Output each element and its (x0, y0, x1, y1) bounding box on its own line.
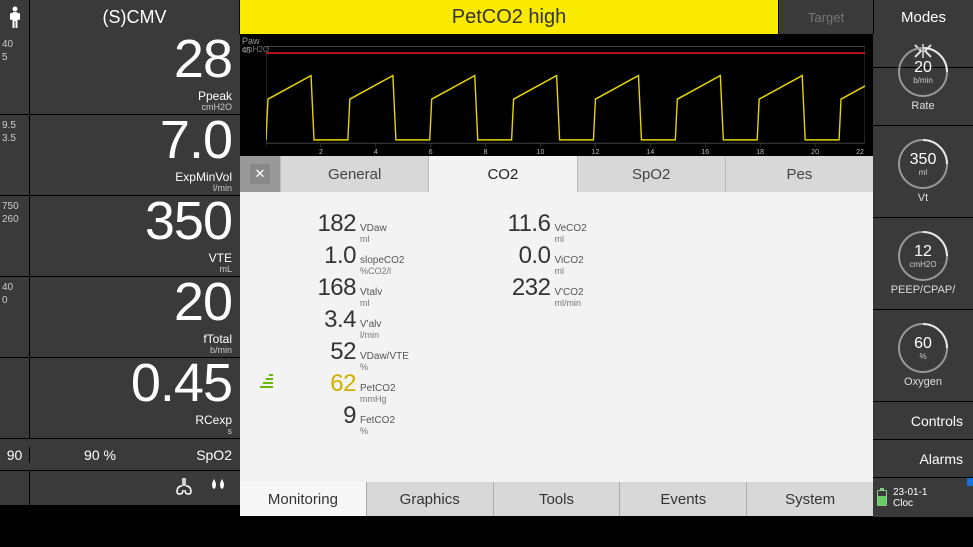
param-label: Ppeak (198, 90, 232, 102)
close-icon[interactable]: ✕ (250, 164, 270, 184)
dial-vt[interactable]: 350mlVt (873, 126, 973, 218)
bottom-tab-graphics[interactable]: Graphics (366, 482, 493, 516)
param-label: VTE (209, 252, 232, 264)
target-button[interactable]: Target (778, 0, 873, 34)
trend-indicator-icon (260, 374, 273, 390)
spo2-label: SpO2 (170, 447, 240, 463)
alarm-banner[interactable]: PetCO2 high (240, 0, 778, 34)
measurement-vdaw: 182VDawml (288, 210, 478, 242)
param-limits: 9.53.5 (0, 115, 30, 195)
param-value: 0.45 (131, 352, 232, 414)
clock-area[interactable]: 23-01-1 Cloc (873, 478, 973, 517)
measurement-v-co2: 232V'CO2ml/min (482, 274, 672, 306)
measurement-slopeco2: 1.0slopeCO2%CO2/l (288, 242, 478, 274)
param-tile-expminvol[interactable]: 9.53.5 7.0 ExpMinVol l/min (0, 115, 240, 196)
bottom-tab-tools[interactable]: Tools (493, 482, 620, 516)
tab-co2[interactable]: CO2 (428, 156, 576, 192)
bottom-tab-monitoring[interactable]: Monitoring (240, 482, 366, 516)
clock-label: Cloc (893, 498, 927, 509)
param-label: ExpMinVol (175, 171, 232, 183)
waveform-graph[interactable]: Paw cmH2O 45 246810121416182022 (240, 34, 873, 156)
bottom-tab-system[interactable]: System (746, 482, 873, 516)
bottom-tab-events[interactable]: Events (619, 482, 746, 516)
svg-text:10: 10 (537, 147, 545, 156)
param-tile-vte[interactable]: 750260 350 VTE mL (0, 196, 240, 277)
svg-text:16: 16 (701, 147, 709, 156)
param-unit: s (228, 426, 233, 436)
svg-text:14: 14 (646, 147, 654, 156)
measurement-veco2: 11.6VeCO2ml (482, 210, 672, 242)
clock-date: 23-01-1 (893, 487, 927, 498)
param-limits: 405 (0, 34, 30, 114)
bottom-tabstrip: MonitoringGraphicsToolsEventsSystem (240, 482, 873, 516)
svg-text:4: 4 (374, 147, 378, 156)
spo2-low-limit: 90 (0, 447, 30, 463)
spo2-row[interactable]: 90 90 % SpO2 (0, 439, 240, 471)
param-value: 28 (174, 28, 232, 90)
spo2-value: 90 % (30, 447, 170, 463)
param-tile-rcexp[interactable]: 0.45 RCexp s (0, 358, 240, 439)
svg-text:20: 20 (811, 147, 819, 156)
patient-icon[interactable] (0, 0, 30, 34)
measurement-vico2: 0.0ViCO2ml (482, 242, 672, 274)
measurement-vtalv: 168Vtalvml (288, 274, 478, 306)
battery-icon (877, 490, 887, 506)
dial-peep-cpap-[interactable]: 12cmH2OPEEP/CPAP/ (873, 218, 973, 310)
measurement-petco2: 62PetCO2mmHg (288, 370, 478, 402)
param-limits (0, 358, 30, 438)
tab-spo2[interactable]: SpO2 (577, 156, 725, 192)
svg-text:12: 12 (592, 147, 600, 156)
tab-general[interactable]: General (280, 156, 428, 192)
param-value: 20 (174, 271, 232, 333)
svg-text:22: 22 (856, 147, 864, 156)
param-tile-ftotal[interactable]: 400 20 fTotal b/min (0, 277, 240, 358)
param-label: RCexp (195, 414, 232, 426)
svg-text:6: 6 (429, 147, 433, 156)
lungs-icon[interactable] (174, 477, 194, 500)
alarms-button[interactable]: Alarms (873, 440, 973, 478)
svg-text:18: 18 (756, 147, 764, 156)
measurement-v-alv: 3.4V'alvl/min (288, 306, 478, 338)
modes-button[interactable]: Modes (873, 0, 973, 34)
param-limits: 400 (0, 277, 30, 357)
tab-pes[interactable]: Pes (725, 156, 873, 192)
param-label: fTotal (203, 333, 232, 345)
param-value: 350 (145, 190, 232, 252)
co2-panel: 182VDawml1.0slopeCO2%CO2/l168Vtalvml3.4V… (240, 192, 873, 482)
svg-text:8: 8 (484, 147, 488, 156)
measurement-vdaw-vte: 52VDaw/VTE% (288, 338, 478, 370)
panel-close-area: ✕ (240, 156, 280, 192)
dial-oxygen[interactable]: 60%Oxygen (873, 310, 973, 402)
svg-text:2: 2 (319, 147, 323, 156)
humidity-icon[interactable] (208, 477, 228, 500)
controls-button[interactable]: Controls (873, 402, 973, 440)
panel-tabstrip: ✕ GeneralCO2SpO2Pes (240, 156, 873, 192)
param-tile-ppeak[interactable]: 405 28 Ppeak cmH2O (0, 34, 240, 115)
param-value: 7.0 (160, 109, 232, 171)
param-limits: 750260 (0, 196, 30, 276)
measurement-fetco2: 9FetCO2% (288, 402, 478, 434)
